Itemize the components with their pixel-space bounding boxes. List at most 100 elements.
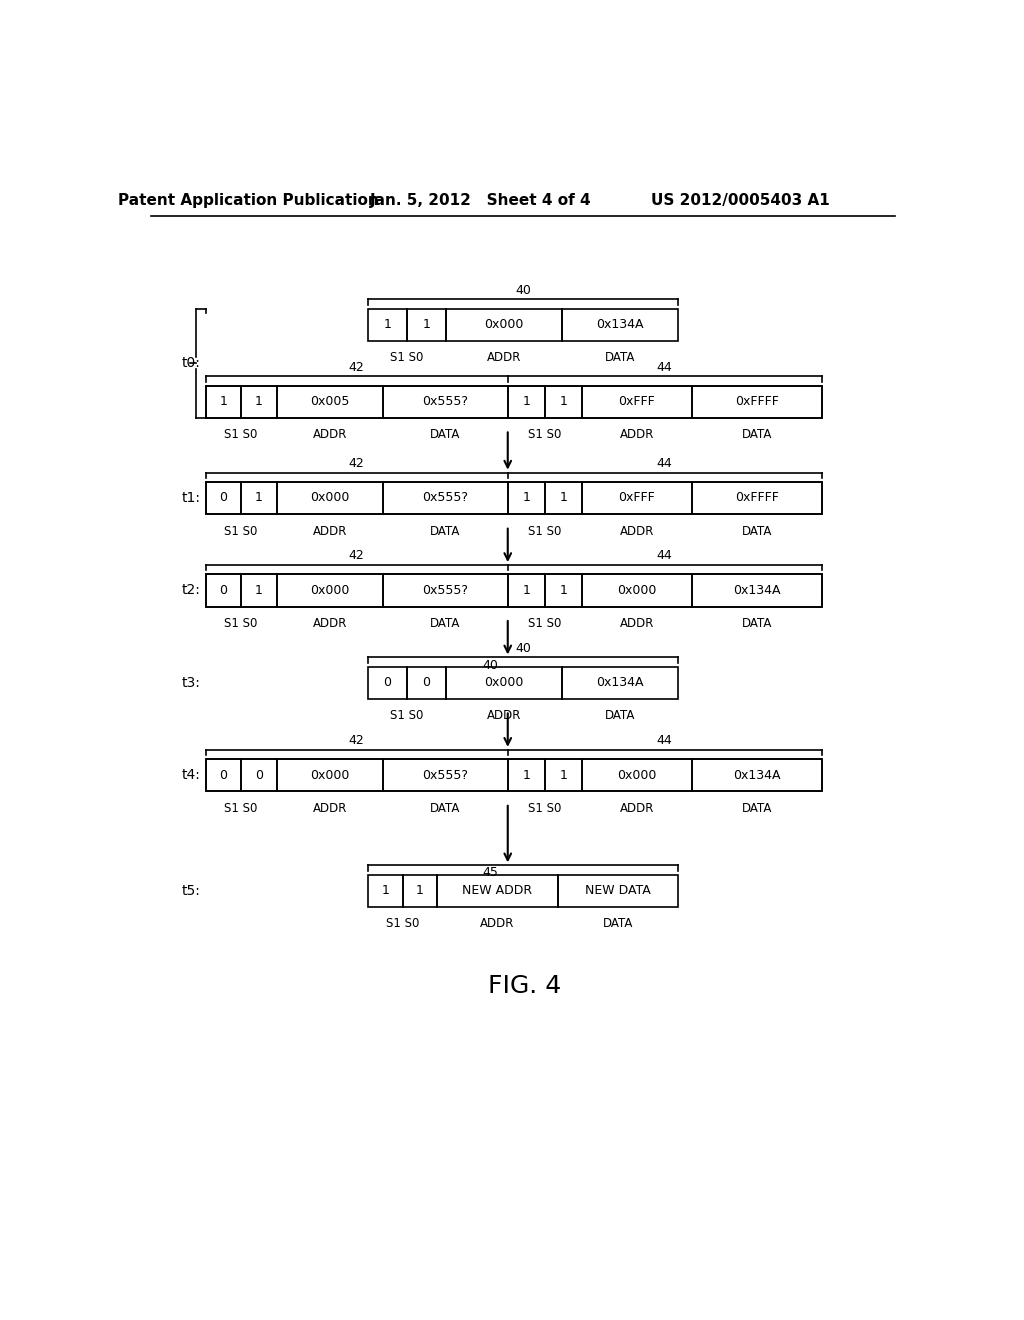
Bar — [508, 385, 545, 418]
Text: S1 S0: S1 S0 — [390, 351, 424, 364]
Text: 1: 1 — [559, 583, 567, 597]
Bar — [407, 309, 445, 341]
Text: 1: 1 — [255, 491, 263, 504]
Text: 44: 44 — [656, 457, 673, 470]
Text: t1:: t1: — [182, 491, 201, 506]
Text: 0x000: 0x000 — [310, 768, 349, 781]
Text: S1 S0: S1 S0 — [528, 524, 561, 537]
Bar — [241, 482, 276, 515]
Text: 40: 40 — [515, 642, 531, 655]
Text: DATA: DATA — [605, 709, 635, 722]
Text: 0x000: 0x000 — [617, 768, 656, 781]
Text: 44: 44 — [656, 360, 673, 374]
Text: 0x000: 0x000 — [310, 583, 349, 597]
Bar — [692, 482, 821, 515]
Bar — [241, 385, 276, 418]
Text: t5:: t5: — [182, 883, 201, 898]
Text: 1: 1 — [522, 395, 530, 408]
Text: ADDR: ADDR — [312, 801, 347, 814]
Bar — [545, 385, 582, 418]
Text: 0x555?: 0x555? — [423, 395, 469, 408]
Text: Jan. 5, 2012   Sheet 4 of 4: Jan. 5, 2012 Sheet 4 of 4 — [370, 193, 592, 209]
Text: t0:: t0: — [182, 356, 201, 370]
Text: S1 S0: S1 S0 — [528, 801, 561, 814]
Bar — [692, 574, 821, 607]
Text: Patent Application Publication: Patent Application Publication — [118, 193, 379, 209]
Bar — [692, 385, 821, 418]
Bar — [276, 385, 383, 418]
Text: 1: 1 — [522, 583, 530, 597]
Text: 0xFFFF: 0xFFFF — [735, 395, 779, 408]
Text: 0x000: 0x000 — [617, 583, 656, 597]
Text: 0: 0 — [422, 676, 430, 689]
Text: 0x134A: 0x134A — [733, 768, 780, 781]
Text: 1: 1 — [384, 318, 391, 331]
Text: ADDR: ADDR — [312, 524, 347, 537]
Text: FIG. 4: FIG. 4 — [488, 974, 561, 998]
Text: 1: 1 — [423, 318, 430, 331]
Text: ADDR: ADDR — [486, 351, 521, 364]
Bar — [692, 759, 821, 792]
Bar — [206, 385, 241, 418]
Text: DATA: DATA — [430, 524, 461, 537]
Text: 1: 1 — [219, 395, 227, 408]
Text: 1: 1 — [255, 583, 263, 597]
Bar — [206, 385, 821, 418]
Text: 42: 42 — [349, 549, 365, 562]
Text: DATA: DATA — [741, 616, 772, 630]
Text: S1 S0: S1 S0 — [224, 616, 258, 630]
Text: NEW DATA: NEW DATA — [585, 884, 651, 898]
Text: 1: 1 — [559, 768, 567, 781]
Text: t2:: t2: — [182, 583, 201, 598]
Bar — [206, 482, 241, 515]
Text: ADDR: ADDR — [620, 616, 654, 630]
Bar — [582, 482, 692, 515]
Text: 0x555?: 0x555? — [423, 491, 469, 504]
Bar — [276, 482, 383, 515]
Text: S1 S0: S1 S0 — [390, 709, 424, 722]
Bar — [369, 667, 407, 700]
Bar — [276, 759, 383, 792]
Bar — [206, 759, 821, 792]
Bar — [369, 309, 407, 341]
Text: 0x555?: 0x555? — [423, 583, 469, 597]
Text: 1: 1 — [559, 395, 567, 408]
Bar — [241, 759, 276, 792]
Bar — [383, 482, 508, 515]
Text: 1: 1 — [559, 491, 567, 504]
Bar — [545, 574, 582, 607]
Bar — [445, 309, 562, 341]
Text: 0: 0 — [219, 768, 227, 781]
Text: 0: 0 — [384, 676, 391, 689]
Bar — [383, 759, 508, 792]
Bar — [206, 574, 821, 607]
Bar — [407, 667, 445, 700]
Text: 0xFFF: 0xFFF — [618, 395, 655, 408]
Text: DATA: DATA — [603, 917, 633, 931]
Bar — [545, 759, 582, 792]
Text: 1: 1 — [416, 884, 424, 898]
Text: 0x555?: 0x555? — [423, 768, 469, 781]
Text: ADDR: ADDR — [620, 801, 654, 814]
Text: US 2012/0005403 A1: US 2012/0005403 A1 — [651, 193, 829, 209]
Text: 42: 42 — [349, 360, 365, 374]
Bar — [437, 875, 558, 907]
Text: S1 S0: S1 S0 — [528, 616, 561, 630]
Text: ADDR: ADDR — [620, 524, 654, 537]
Text: 1: 1 — [255, 395, 263, 408]
Text: 0: 0 — [219, 583, 227, 597]
Text: 45: 45 — [482, 866, 499, 879]
Bar — [508, 759, 545, 792]
Text: 42: 42 — [349, 457, 365, 470]
Bar — [206, 759, 241, 792]
Text: 44: 44 — [656, 549, 673, 562]
Bar — [383, 385, 508, 418]
Text: S1 S0: S1 S0 — [528, 428, 561, 441]
Text: S1 S0: S1 S0 — [224, 801, 258, 814]
Bar — [383, 574, 508, 607]
Bar — [508, 574, 545, 607]
Text: 0x000: 0x000 — [310, 491, 349, 504]
Text: ADDR: ADDR — [312, 616, 347, 630]
Bar — [558, 875, 678, 907]
Text: 0x000: 0x000 — [484, 318, 523, 331]
